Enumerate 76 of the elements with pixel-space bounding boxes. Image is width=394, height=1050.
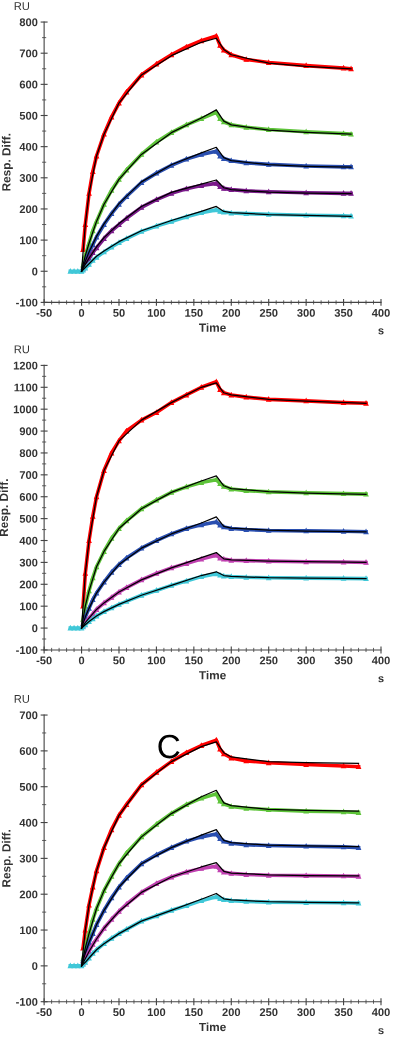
x-tick-label: 350 <box>334 308 353 317</box>
x-tick-label: 400 <box>371 1008 390 1017</box>
x-tick-label: 400 <box>371 308 390 317</box>
text: s <box>378 1028 384 1035</box>
y-tick-label: 700 <box>19 711 38 720</box>
x-tick-label: 100 <box>147 308 166 317</box>
x-tick-label: -50 <box>36 1008 52 1017</box>
x-tick-label: 0 <box>78 1008 85 1017</box>
y-tick-label: 1200 <box>13 361 38 370</box>
x-tick-label: 100 <box>147 1008 166 1017</box>
y-tick-label: 500 <box>19 782 38 791</box>
y-tick-label: -100 <box>16 646 38 655</box>
y-tick-label: 400 <box>19 818 38 827</box>
y-tick-label: 300 <box>19 174 38 182</box>
x-tick-label: 200 <box>222 1008 241 1017</box>
x-tick-label: 100 <box>147 656 166 665</box>
x-tick-label: 0 <box>78 656 85 665</box>
y-axis-title: Resp. Diff. <box>1 830 13 887</box>
y-tick-label: 800 <box>19 449 38 458</box>
text: RU <box>14 2 29 11</box>
y-tick-label: 800 <box>19 18 38 27</box>
text: RU <box>14 345 29 354</box>
y-tick-label: 300 <box>19 854 38 863</box>
x-tick-label: 50 <box>113 308 125 317</box>
x-tick-label: 0 <box>78 308 85 317</box>
y-tick-label: 200 <box>19 580 38 589</box>
x-tick-label: 300 <box>297 1008 315 1017</box>
x-tick-label: 50 <box>113 1008 125 1017</box>
x-axis-title: Time <box>199 1022 226 1032</box>
x-tick-label: 150 <box>185 1008 203 1017</box>
y-tick-label: 0 <box>32 624 38 633</box>
x-tick-label: 300 <box>297 308 315 317</box>
x-tick-label: 250 <box>259 1008 278 1017</box>
y-tick-label: 1000 <box>13 405 38 414</box>
y-tick-label: 600 <box>19 493 38 501</box>
x-tick-label: 200 <box>222 656 241 665</box>
y-tick-label: 300 <box>19 558 38 567</box>
y-tick-label: -100 <box>16 997 38 1006</box>
y-tick-label: 700 <box>19 471 38 479</box>
text: s <box>378 676 384 683</box>
y-axis-title: Resp. Diff. <box>0 479 11 537</box>
y-tick-label: 600 <box>19 80 38 89</box>
x-tick-label: 300 <box>297 656 315 665</box>
x-tick-label: 250 <box>259 308 278 317</box>
y-tick-label: 100 <box>20 926 38 935</box>
y-tick-label: 900 <box>19 427 38 436</box>
y-tick-label: 0 <box>32 962 38 970</box>
x-tick-label: 50 <box>113 656 125 665</box>
y-tick-label: 100 <box>20 236 38 245</box>
x-tick-label: -50 <box>36 308 52 317</box>
y-tick-label: 400 <box>19 142 38 151</box>
text: RU <box>14 695 29 703</box>
annotation: C <box>158 734 180 759</box>
x-tick-label: 400 <box>371 656 390 665</box>
y-tick-label: 600 <box>19 747 38 756</box>
x-axis-title: Time <box>199 670 226 680</box>
x-tick-label: 150 <box>185 656 203 665</box>
y-axis-title: Resp. Diff. <box>1 133 13 191</box>
y-tick-label: 200 <box>19 890 38 899</box>
y-tick-label: 400 <box>19 536 38 545</box>
x-tick-label: 150 <box>185 308 203 317</box>
y-tick-label: 200 <box>19 205 38 214</box>
y-tick-label: 700 <box>19 49 38 58</box>
y-tick-label: 0 <box>32 267 38 276</box>
y-tick-label: 100 <box>20 602 38 611</box>
y-tick-label: 500 <box>19 514 38 523</box>
x-axis-title: Time <box>199 323 226 332</box>
x-tick-label: 200 <box>222 308 241 317</box>
y-tick-label: 1100 <box>14 383 38 392</box>
x-tick-label: 350 <box>334 656 353 665</box>
y-tick-label: -100 <box>16 298 38 307</box>
x-tick-label: 250 <box>259 656 278 665</box>
x-tick-label: -50 <box>36 656 52 665</box>
y-tick-label: 500 <box>19 111 38 120</box>
text: s <box>378 328 384 335</box>
x-tick-label: 350 <box>334 1008 353 1017</box>
